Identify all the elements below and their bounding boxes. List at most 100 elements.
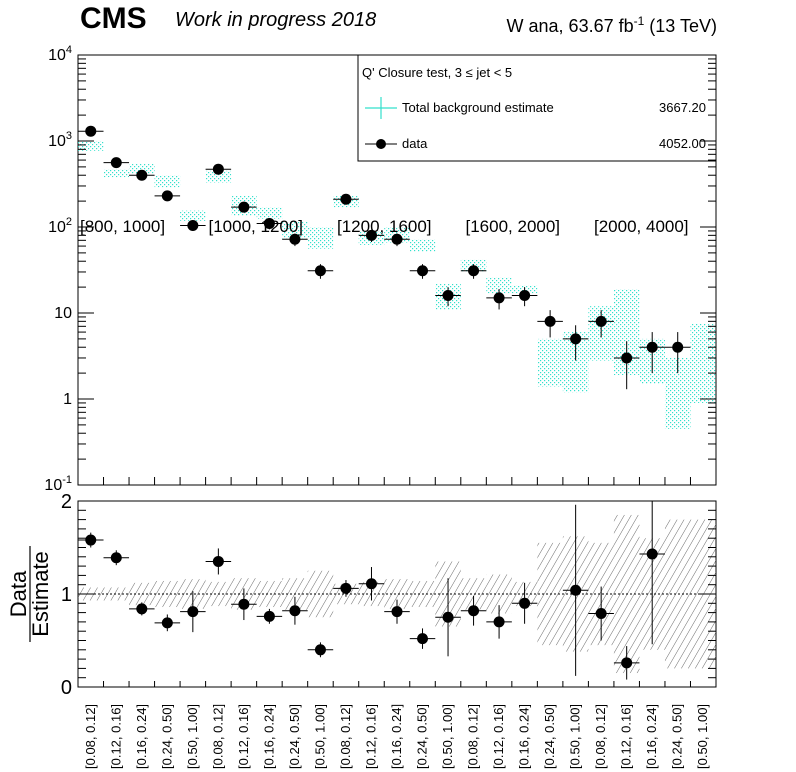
bkg-band-8 bbox=[282, 221, 308, 239]
group-label: [2000, 4000] bbox=[594, 217, 689, 236]
legend-data-marker bbox=[376, 139, 386, 149]
legend-box bbox=[357, 54, 717, 162]
bin-label-20: [0.08, 0.12] bbox=[593, 704, 608, 769]
bin-labels-layer: [0.08, 0.12] [0.12, 0.16] [0.16, 0.24] [0.2… bbox=[83, 704, 710, 769]
data-point-7 bbox=[263, 217, 275, 229]
bin-label-18: [0.24, 0.50] bbox=[542, 704, 557, 769]
bkg-band-13 bbox=[409, 239, 436, 252]
data-point-15 bbox=[468, 265, 480, 277]
cms-label: CMS bbox=[80, 2, 147, 35]
bin-label-5: [0.08, 0.12] bbox=[210, 704, 225, 769]
ratio-point-1 bbox=[110, 552, 122, 564]
ratio-point-22 bbox=[646, 548, 658, 560]
ratio-point-14 bbox=[442, 611, 454, 623]
ratio-point-17 bbox=[519, 597, 531, 609]
bin-label-12: [0.16, 0.24] bbox=[389, 704, 404, 769]
ratio-point-7 bbox=[263, 610, 275, 622]
ratio-point-4 bbox=[187, 606, 199, 618]
ratio-point-6 bbox=[238, 598, 250, 610]
ratio-plot-layer: 0 1 2 bbox=[61, 491, 717, 699]
ratio-point-16 bbox=[493, 616, 505, 628]
data-point-11 bbox=[365, 229, 377, 241]
legend-bkg-value: 3667.20 bbox=[659, 100, 706, 115]
lumi-exp: -1 bbox=[634, 14, 645, 28]
ratio-band-2 bbox=[129, 582, 155, 606]
y-tick-label: 103 bbox=[48, 130, 72, 150]
data-point-4 bbox=[187, 220, 199, 232]
bkg-band-24 bbox=[690, 323, 716, 403]
y-tick-label: 10-1 bbox=[44, 474, 72, 494]
bin-label-16: [0.12, 0.16] bbox=[491, 704, 506, 769]
group-label: [800, 1000] bbox=[80, 217, 165, 236]
bkg-band-18 bbox=[537, 338, 563, 387]
bin-label-14: [0.50, 1.00] bbox=[440, 704, 455, 769]
ratio-y-tick-label: 1 bbox=[61, 584, 72, 606]
bin-label-10: [0.08, 0.12] bbox=[338, 704, 353, 769]
ratio-point-5 bbox=[212, 555, 224, 567]
bin-label-23: [0.24, 0.50] bbox=[670, 704, 685, 769]
y-tick-label: 10 bbox=[54, 305, 72, 322]
ratio-band-7 bbox=[256, 580, 283, 608]
group-label: [1000, 1200] bbox=[209, 217, 304, 236]
ratio-y-tick-label: 0 bbox=[61, 677, 72, 699]
ratio-point-13 bbox=[417, 633, 429, 645]
data-point-3 bbox=[161, 190, 173, 202]
data-point-17 bbox=[519, 289, 531, 301]
ratio-point-0 bbox=[85, 534, 97, 546]
data-point-13 bbox=[417, 265, 429, 277]
legend-data-value: 4052.00 bbox=[659, 136, 706, 151]
bin-label-1: [0.12, 0.16] bbox=[108, 704, 123, 769]
data-point-21 bbox=[621, 352, 633, 364]
lumi-suffix: (13 TeV) bbox=[644, 16, 717, 36]
data-point-18 bbox=[544, 315, 556, 327]
data-point-0 bbox=[85, 125, 97, 137]
bkg-band-5 bbox=[205, 170, 232, 183]
ratio-point-20 bbox=[595, 608, 607, 620]
bin-label-4: [0.50, 1.00] bbox=[185, 704, 200, 769]
ratio-point-2 bbox=[136, 603, 148, 615]
ratio-ylabel-num: Data bbox=[6, 570, 31, 617]
data-point-23 bbox=[672, 341, 684, 353]
bkg-band-4 bbox=[180, 210, 206, 221]
bin-label-8: [0.24, 0.50] bbox=[287, 704, 302, 769]
group-label: [1600, 2000] bbox=[466, 217, 561, 236]
bkg-band-2 bbox=[129, 164, 155, 174]
bkg-band-0 bbox=[78, 141, 104, 151]
data-point-8 bbox=[289, 233, 301, 245]
bin-label-0: [0.08, 0.12] bbox=[83, 704, 98, 769]
legend-title: Q' Closure test, 3 ≤ jet < 5 bbox=[362, 65, 512, 80]
y-tick-label: 102 bbox=[48, 216, 72, 236]
data-point-12 bbox=[391, 233, 403, 245]
ratio-point-3 bbox=[161, 617, 173, 629]
y-tick-label: 1 bbox=[63, 391, 72, 408]
bin-label-22: [0.16, 0.24] bbox=[644, 704, 659, 769]
ratio-ylabel-den: Estimate bbox=[28, 551, 53, 637]
bin-label-3: [0.24, 0.50] bbox=[159, 704, 174, 769]
data-point-2 bbox=[136, 169, 148, 181]
bin-label-15: [0.08, 0.12] bbox=[466, 704, 481, 769]
legend-data-label: data bbox=[402, 136, 428, 151]
bin-label-13: [0.24, 0.50] bbox=[415, 704, 430, 769]
bkg-band-9 bbox=[307, 227, 334, 249]
group-label: [1200, 1600] bbox=[337, 217, 432, 236]
bkg-band-3 bbox=[154, 175, 181, 188]
status-label: Work in progress 2018 bbox=[175, 9, 376, 31]
ratio-point-10 bbox=[340, 582, 352, 594]
bin-label-21: [0.12, 0.16] bbox=[619, 704, 634, 769]
data-point-6 bbox=[238, 201, 250, 213]
data-point-20 bbox=[595, 315, 607, 327]
ratio-point-15 bbox=[468, 605, 480, 617]
bkg-band-7 bbox=[256, 207, 283, 219]
data-point-9 bbox=[314, 265, 326, 277]
ratio-point-12 bbox=[391, 606, 403, 618]
bkg-band-1 bbox=[103, 169, 130, 178]
ratio-point-9 bbox=[314, 644, 326, 656]
data-point-10 bbox=[340, 193, 352, 205]
bkg-band-16 bbox=[486, 277, 512, 294]
bin-label-19: [0.50, 1.00] bbox=[568, 704, 583, 769]
data-point-16 bbox=[493, 292, 505, 304]
data-point-19 bbox=[570, 333, 582, 345]
legend: Q' Closure test, 3 ≤ jet < 5 Total backg… bbox=[357, 54, 717, 162]
